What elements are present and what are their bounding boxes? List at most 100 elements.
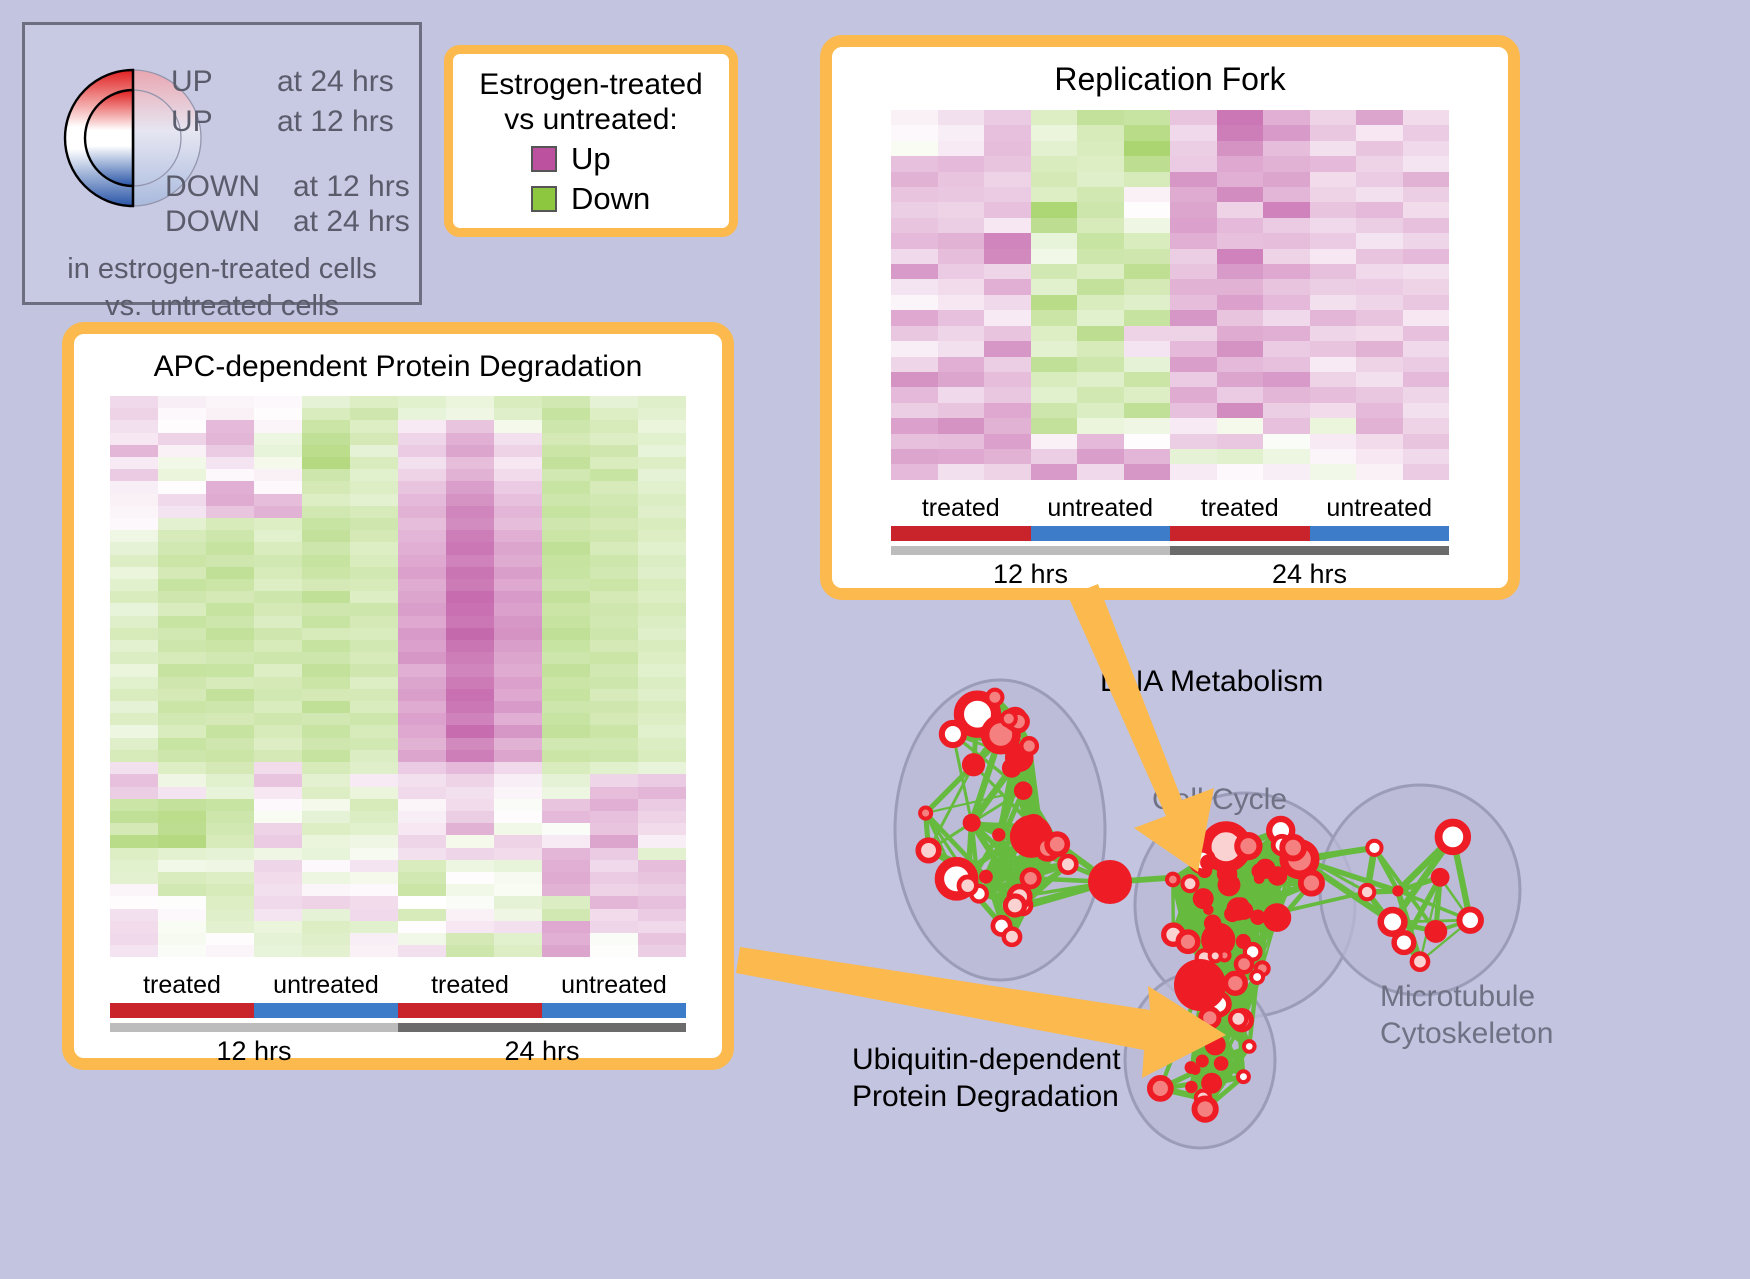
heatmap-cell <box>590 920 638 933</box>
network-node[interactable] <box>1204 1034 1226 1056</box>
heatmap-cell <box>1030 233 1077 249</box>
network-node[interactable] <box>1174 959 1226 1011</box>
network-node[interactable] <box>961 753 986 777</box>
network-node[interactable] <box>992 828 1006 842</box>
network-node[interactable] <box>1088 860 1132 904</box>
network-node[interactable] <box>1195 1054 1209 1068</box>
heatmap-cell <box>937 325 984 342</box>
heatmap-cell <box>206 652 254 665</box>
heatmap-cell <box>110 396 158 409</box>
network-node[interactable] <box>1019 867 1042 890</box>
cluster-label-ubiquitin-line-2: Protein Degradation <box>852 1080 1119 1113</box>
heatmap-cell <box>302 688 350 702</box>
network-node[interactable] <box>1253 873 1265 884</box>
network-node[interactable] <box>1227 1008 1249 1030</box>
heatmap-cell <box>638 823 686 836</box>
network-node[interactable] <box>1001 926 1023 948</box>
network-node[interactable] <box>1019 736 1040 756</box>
network-node[interactable] <box>1365 838 1384 857</box>
network-node[interactable] <box>1001 758 1022 778</box>
heatmap-cell <box>638 615 686 628</box>
network-node[interactable] <box>1185 1080 1198 1094</box>
heatmap-cell <box>254 493 302 506</box>
network-node[interactable] <box>1297 869 1325 897</box>
network-node[interactable] <box>1023 818 1046 841</box>
heatmap-cell <box>590 444 638 458</box>
network-node[interactable] <box>1391 930 1417 956</box>
network-node[interactable] <box>1279 833 1308 862</box>
heatmap-cell <box>398 518 446 531</box>
network-node[interactable] <box>979 869 993 884</box>
network-node[interactable] <box>1434 818 1472 856</box>
heatmap-cell <box>937 387 984 403</box>
network-node[interactable] <box>985 687 1005 707</box>
network-node[interactable] <box>1044 831 1071 858</box>
heatmap-cell <box>350 542 398 555</box>
heatmap-cell <box>446 530 494 543</box>
network-node[interactable] <box>1456 906 1484 934</box>
network-node[interactable] <box>1234 831 1263 861</box>
network-node[interactable] <box>1424 920 1448 943</box>
heatmap-cell <box>1402 294 1449 311</box>
network-node[interactable] <box>1392 885 1404 897</box>
heatmap-cell <box>446 859 494 872</box>
heatmap-cell <box>494 652 542 665</box>
network-node[interactable] <box>1262 903 1292 932</box>
heatmap-cell <box>110 444 158 458</box>
network-node[interactable] <box>1200 854 1217 871</box>
network-node[interactable] <box>1191 1095 1219 1123</box>
network-node[interactable] <box>1430 867 1450 887</box>
network-node[interactable] <box>1198 1006 1222 1030</box>
network-node[interactable] <box>1213 1056 1229 1071</box>
network-node[interactable] <box>1249 969 1266 985</box>
network-node[interactable] <box>1146 1075 1174 1102</box>
network-node[interactable] <box>999 709 1018 728</box>
heatmap-cell <box>110 725 158 738</box>
heatmap-cell <box>1402 125 1449 141</box>
network-node[interactable] <box>956 874 979 897</box>
network-node[interactable] <box>918 805 934 821</box>
heatmap-cell <box>494 920 542 933</box>
network-node[interactable] <box>1180 874 1200 894</box>
heatmap-cell <box>1309 125 1356 141</box>
network-node[interactable] <box>1233 953 1255 975</box>
network-node[interactable] <box>1203 914 1222 932</box>
heatmap-cell <box>398 615 446 628</box>
heatmap-cell <box>398 396 446 409</box>
network-node[interactable] <box>1241 1039 1257 1054</box>
heatmap-cell <box>398 530 446 543</box>
network-node[interactable] <box>1217 873 1241 897</box>
heatmap-cell <box>494 847 542 860</box>
heatmap-cell <box>350 932 398 946</box>
network-node[interactable] <box>1222 970 1248 996</box>
network-node[interactable] <box>1002 893 1028 918</box>
network-node[interactable] <box>1250 909 1266 925</box>
network-node[interactable] <box>1357 882 1377 902</box>
network-node[interactable] <box>962 813 981 832</box>
network-node[interactable] <box>938 719 968 749</box>
heatmap-cell <box>494 810 542 824</box>
heatmap-cell <box>1077 248 1124 265</box>
network-node[interactable] <box>1175 929 1201 955</box>
heatmap-cell <box>1077 279 1124 295</box>
heatmap-cell <box>1356 371 1403 388</box>
heatmap-cell <box>1356 294 1403 311</box>
network-node[interactable] <box>1377 906 1408 937</box>
network-node[interactable] <box>1224 905 1241 923</box>
heatmap-cell <box>110 749 158 763</box>
heatmap-cell <box>350 688 398 702</box>
network-node[interactable] <box>1057 853 1079 875</box>
network-node[interactable] <box>1236 1069 1251 1085</box>
sample-label-untreated-12h: untreated <box>1047 493 1154 522</box>
heatmap-cell <box>158 640 206 653</box>
heatmap-cell <box>1123 464 1170 480</box>
network-node[interactable] <box>915 837 942 864</box>
network-node[interactable] <box>1207 948 1223 964</box>
network-node[interactable] <box>1409 951 1431 973</box>
network-node[interactable] <box>1165 871 1181 888</box>
heatmap-cell <box>1030 140 1077 157</box>
network-node[interactable] <box>1013 781 1033 800</box>
heatmap-cell <box>398 847 446 860</box>
network-node[interactable] <box>1192 888 1214 910</box>
heatmap-cell <box>638 676 686 689</box>
